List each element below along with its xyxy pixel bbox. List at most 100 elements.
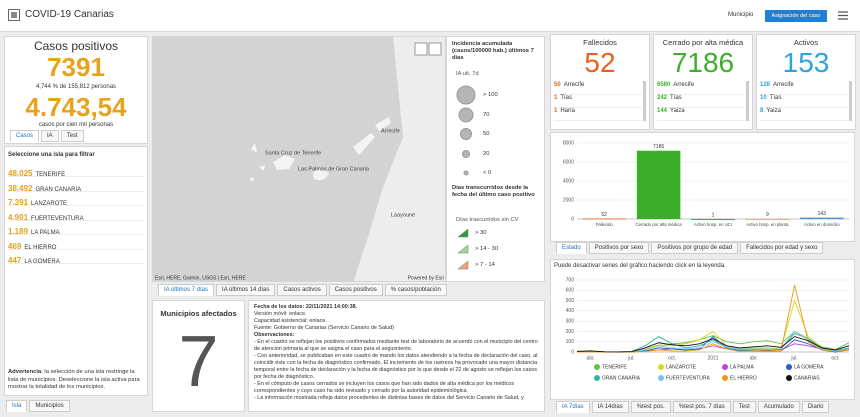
legend-item[interactable]: LA PALMA — [722, 364, 754, 370]
warning-label: Advertencia — [8, 369, 42, 375]
legend-title: Días transcurridos desde la fecha del úl… — [452, 185, 535, 199]
island-row[interactable]: 7.391 LANZAROTE — [8, 192, 144, 207]
legend-title: Incidencia acumulada (casos/100000 hab.)… — [452, 41, 534, 62]
scrollbar — [746, 81, 749, 121]
tab[interactable]: Casos — [10, 130, 40, 142]
legend-subtitle: IA ult. 7d — [456, 71, 479, 77]
legend-item[interactable]: CANARIAS — [786, 375, 820, 381]
island-name: LA PALMA — [31, 230, 60, 236]
tab[interactable]: Test — [60, 130, 84, 142]
card-value: 7186 — [671, 47, 735, 78]
layers-button[interactable] — [428, 42, 442, 56]
card-value: 153 — [782, 47, 830, 78]
status-card: Fallecidos 52 50 Arrecife 1 Tías 1 Haría — [550, 34, 650, 130]
tab[interactable]: IA — [41, 130, 59, 142]
info-line: - En el cómputo de casos cerrados se inc… — [254, 381, 515, 395]
tab[interactable]: IA últimos 7 días — [158, 284, 215, 296]
card-row: 144 Yaiza — [657, 108, 745, 121]
tab[interactable]: %test pos. 7 días — [672, 401, 731, 413]
legend-item[interactable]: LA GOMERA — [786, 364, 824, 370]
card-row-name: Tías — [560, 95, 573, 101]
card-row-name: Tías — [670, 95, 682, 101]
home-button[interactable] — [414, 42, 428, 56]
tab[interactable]: Casos activos — [277, 284, 327, 296]
island-row[interactable]: 469 EL HIERRO — [8, 236, 144, 251]
trend-note: Puede desactivar series del gráfico haci… — [554, 263, 726, 269]
island-row[interactable]: 447 LA GOMERA — [8, 250, 144, 265]
island-row[interactable]: 38.492 GRAN CANARIA — [8, 178, 144, 193]
legend-label: > 100 — [483, 92, 498, 98]
tab[interactable]: % casos/población — [384, 284, 447, 296]
tab[interactable]: Isla — [6, 400, 28, 412]
tab[interactable]: Positivos por grupo de edad — [651, 242, 739, 254]
x-tick-label: abr. — [586, 355, 594, 361]
x-tick-label: jul. — [790, 355, 797, 361]
island-row[interactable]: 4.901 FUERTEVENTURA — [8, 207, 144, 222]
data-label: 7186 — [653, 144, 664, 150]
data-label: 1 — [712, 212, 715, 218]
map-legend: Incidencia acumulada (casos/100000 hab.)… — [446, 36, 545, 282]
legend-item[interactable]: LANZAROTE — [658, 364, 697, 370]
legend-circle — [456, 85, 476, 105]
card-row: 242 Tías — [657, 95, 745, 108]
island-shape — [313, 168, 329, 181]
tab[interactable]: %test pos. — [630, 401, 671, 413]
tab[interactable]: Fallecidos por edad y sexo — [740, 242, 824, 254]
tab[interactable]: Test — [732, 401, 756, 413]
tab[interactable]: Diario — [801, 401, 830, 413]
tab[interactable]: Positivos por sexo — [588, 242, 650, 254]
tab[interactable]: IA 7días — [556, 401, 590, 413]
card-row: 128 Arrecife — [760, 82, 848, 95]
header: COVID-19 Canarias Municipio Asignación d… — [0, 0, 860, 32]
legend-label: CANARIAS — [794, 375, 820, 381]
tab[interactable]: Acumulado — [757, 401, 800, 413]
card-row: 1 Tías — [554, 95, 642, 108]
tab[interactable]: Estado — [556, 242, 587, 254]
attribution: Esri, HERE, Garmin, USGS | Esri, HERE — [155, 275, 246, 281]
app-icon — [8, 9, 20, 21]
x-tick-label: Cerrado por alta médica — [636, 222, 683, 227]
legend-item[interactable]: GRAN CANARIA — [594, 375, 641, 381]
filter-label[interactable]: Municipio — [728, 12, 754, 18]
island-row[interactable]: 48.025 TENERIFE — [8, 163, 144, 178]
status-card: Cerrado por alta médica 7186 6580 Arrecife 2… — [653, 34, 753, 130]
legend-item[interactable]: TENERIFE — [594, 364, 627, 370]
filter-button[interactable]: Asignación del caso — [765, 10, 827, 22]
legend-item[interactable]: EL HIERRO — [722, 375, 757, 381]
legend-label: LANZAROTE — [666, 364, 697, 370]
y-tick-label: 6000 — [563, 159, 574, 165]
legend-symbol — [458, 107, 474, 122]
info-line: Fuente: Gobierno de Canarias (Servicio C… — [254, 325, 394, 332]
map[interactable]: Arrecife Santa Cruz de Tenerife Las Palm… — [152, 36, 446, 282]
summary-title: Casos positivos — [33, 39, 119, 53]
legend-label: < 0 — [483, 170, 492, 176]
legend-subtitle: Días trascurridos sin CV — [456, 217, 519, 223]
legend-label: LA PALMA — [730, 364, 754, 370]
island-count: 48.025 — [8, 169, 33, 178]
tab[interactable]: Casos positivos — [328, 284, 383, 296]
tab[interactable]: Municipios — [29, 400, 70, 412]
series-line — [576, 336, 850, 353]
municipalities-title: Municipios afectados — [160, 309, 237, 318]
y-tick-label: 700 — [566, 277, 575, 283]
island-shape — [251, 143, 257, 153]
legend-triangle — [457, 244, 469, 254]
card-row-name: Arrecife — [773, 82, 794, 88]
y-tick-label: 200 — [566, 329, 575, 335]
card-title: Fallecidos — [583, 38, 617, 47]
legend-swatch — [658, 375, 664, 381]
legend-label: EL HIERRO — [730, 375, 757, 381]
info-line: Observaciones: — [254, 332, 295, 339]
card-row: 10 Tías — [760, 95, 848, 108]
island-row[interactable]: 1.189 LA PALMA — [8, 221, 144, 236]
card-row: 50 Arrecife — [554, 82, 642, 95]
legend-circle — [463, 170, 469, 176]
island-count: 38.492 — [8, 183, 33, 193]
island-title: Seleccione una isla para filtrar — [8, 152, 95, 158]
menu-icon[interactable] — [838, 11, 848, 20]
tab[interactable]: IA últimos 14 días — [216, 284, 276, 296]
legend-item[interactable]: FUERTEVENTURA — [658, 375, 710, 381]
tab[interactable]: IA 14días — [591, 401, 629, 413]
card-row-count: 128 — [760, 82, 771, 88]
island-shape — [259, 165, 265, 171]
